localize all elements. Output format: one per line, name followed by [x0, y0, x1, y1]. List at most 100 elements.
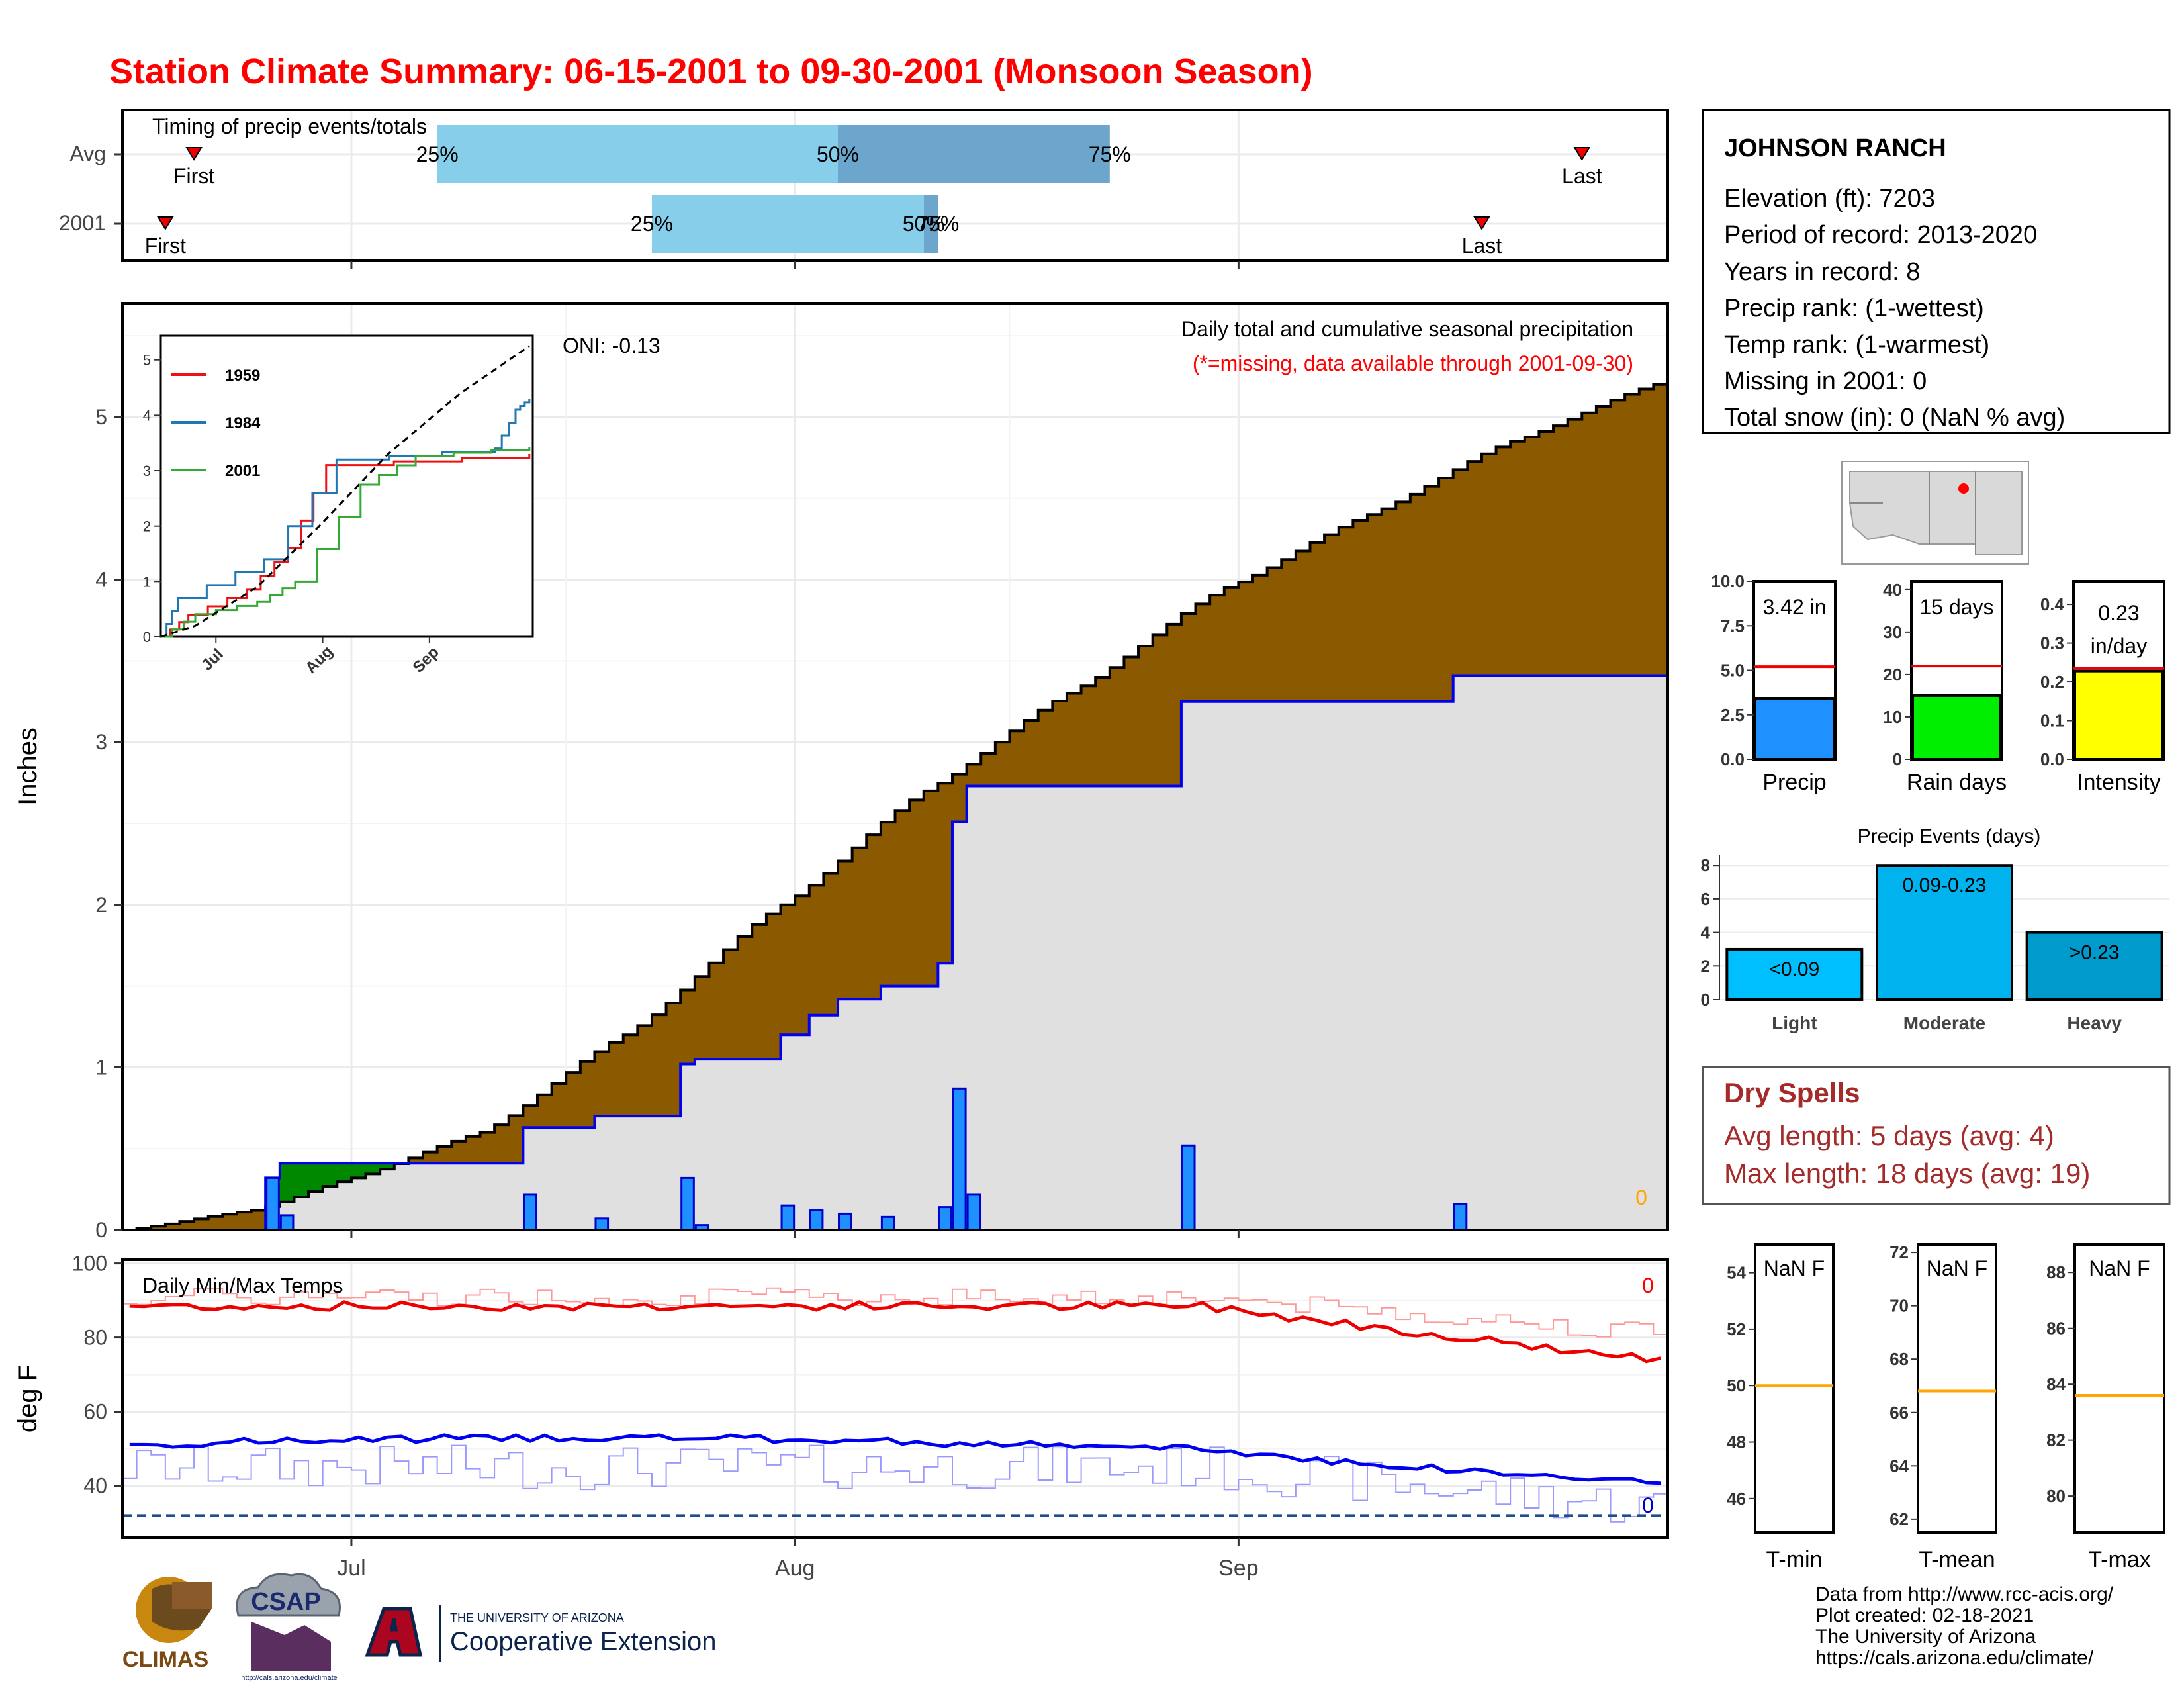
bar-gauge-value-raindays [1911, 694, 2002, 761]
bar-gauge-label-precip: Precip [1762, 770, 1826, 795]
deficit-segment [1024, 720, 1039, 786]
deficit-segment [866, 835, 882, 1000]
deficit-segment [508, 1115, 523, 1164]
timing-last-marker [1473, 216, 1490, 230]
station-info-box: JOHNSON RANCH Elevation (ft): 7203 Perio… [1702, 109, 2171, 434]
events-bar-label: >0.23 [2070, 942, 2120, 964]
timing-label-75: 75% [917, 212, 959, 236]
temp-box-tick-label: 86 [2046, 1319, 2066, 1338]
csap-mountain-icon [251, 1622, 331, 1671]
credit-university: The University of Arizona [1815, 1626, 2036, 1648]
deficit-segment [194, 1219, 209, 1230]
temp-box-tick-label: 52 [1727, 1319, 1746, 1339]
bar-gauge-tick-label: 7.5 [1721, 616, 1745, 635]
temp-panel: 40 60 80 100 Jul Aug Sep Daily Min/Max Temps 0… [13, 1252, 1669, 1581]
deficit-segment [1381, 508, 1396, 702]
deficit-segment [1224, 587, 1239, 702]
bar-gauge-label-raindays: Rain days [1907, 770, 2007, 795]
temp-max-missing: 0 [1642, 1274, 1654, 1297]
temp-box-frame [1917, 1243, 1997, 1534]
temp-box-frame [2073, 1243, 2165, 1534]
daily-precip-bar [780, 1204, 796, 1231]
deficit-segment [923, 790, 938, 986]
deficit-segment [1610, 400, 1625, 676]
precip-y-tick-label: 0 [95, 1218, 107, 1242]
inset-y-tick-label: 0 [143, 629, 151, 645]
deficit-segment [1124, 657, 1139, 786]
station-period: Period of record: 2013-2020 [1724, 221, 2037, 249]
bar-gauge-tick-label: 0.1 [2040, 711, 2064, 731]
deficit-segment [981, 753, 996, 786]
deficit-segment [1582, 412, 1597, 676]
temp-y-tick-label: 100 [72, 1252, 107, 1276]
deficit-segment [1625, 394, 1640, 676]
deficit-segment [408, 1158, 424, 1164]
daily-precip-bar [1453, 1203, 1468, 1231]
station-missing: Missing in 2001: 0 [1724, 367, 1927, 395]
deficit-segment [437, 1147, 452, 1164]
deficit-segment [1052, 701, 1068, 786]
deficit-segment [1596, 406, 1612, 676]
timing-row-avg-label: Avg [69, 142, 106, 165]
deficit-segment [1152, 635, 1167, 786]
surplus-segment [351, 1163, 367, 1178]
temp-box-tick-label: 68 [1889, 1349, 1909, 1369]
figure-title: Station Climate Summary: 06-15-2001 to 0… [109, 52, 1313, 91]
deficit-segment [1095, 677, 1111, 786]
bar-gauge-tick-label: 0.4 [2040, 594, 2065, 614]
precip-y-tick-label: 3 [95, 730, 107, 754]
deficit-segment [1167, 624, 1182, 786]
surplus-segment [337, 1163, 352, 1182]
deficit-segment [465, 1136, 481, 1164]
deficit-segment [1295, 551, 1311, 702]
logo-csap: CSAP http://cals.arizona.edu/climate [236, 1573, 341, 1682]
precip-y-tick-label: 1 [95, 1055, 107, 1079]
deficit-segment [909, 800, 925, 986]
bar-gauge-tick-label: 0.3 [2040, 633, 2064, 653]
deficit-segment [1267, 567, 1282, 702]
timing-last-label: Last [1462, 234, 1502, 258]
daily-min-temp-line [122, 1444, 1668, 1523]
timing-row-2001-label: 2001 [59, 211, 106, 235]
deficit-segment [1310, 542, 1325, 702]
deficit-segment [623, 1035, 638, 1117]
deficit-segment [666, 1002, 681, 1117]
temp-box-tick-label: 54 [1727, 1263, 1746, 1283]
dry-spells-avg: Avg length: 5 days (avg: 4) [1724, 1120, 2054, 1151]
surplus-segment [322, 1163, 338, 1187]
daily-precip-bar [880, 1215, 895, 1231]
deficit-segment [952, 774, 968, 822]
deficit-segment [1081, 686, 1096, 786]
bar-gauge-tick-label: 0.0 [2040, 749, 2064, 769]
deficit-segment [1524, 437, 1540, 676]
surplus-segment [365, 1163, 381, 1174]
temp-box-label: T-max [2088, 1547, 2150, 1572]
deficit-segment [838, 861, 853, 1000]
csap-cloud-icon [236, 1573, 341, 1617]
deficit-segment [1639, 389, 1654, 676]
ua-logo-bottom: Cooperative Extension [450, 1627, 716, 1656]
timing-first-label: First [145, 234, 186, 258]
deficit-segment [1338, 527, 1353, 702]
deficit-segment [1481, 453, 1497, 676]
daily-precip-bar [966, 1193, 981, 1231]
csap-logo-url: http://cals.arizona.edu/climate [241, 1674, 338, 1682]
events-y-tick-label: 6 [1701, 889, 1710, 909]
deficit-segment [551, 1083, 567, 1128]
bar-gauge-tick-label: 20 [1883, 665, 1902, 684]
timing-last-marker [1573, 147, 1591, 161]
deficit-segment [566, 1072, 581, 1128]
deficit-segment [1453, 469, 1468, 676]
inset-legend-label: 1959 [225, 367, 260, 385]
timing-bar-25-50 [651, 195, 924, 253]
precip-events-chart: Precip Events (days) 0 2 4 6 8 <0.09 Light 0.09… [1701, 825, 2169, 1033]
station-elevation: Elevation (ft): 7203 [1724, 185, 1935, 212]
deficit-segment [737, 937, 752, 1060]
precip-y-tick-label: 2 [95, 893, 107, 917]
deficit-segment [1553, 426, 1569, 676]
timing-label-75: 75% [1089, 142, 1131, 166]
inset-frame [159, 334, 534, 638]
map-region-shape [1849, 471, 2023, 555]
bar-gauge-value-precip [1754, 697, 1835, 761]
observed-cumulative-line [122, 674, 1668, 1231]
